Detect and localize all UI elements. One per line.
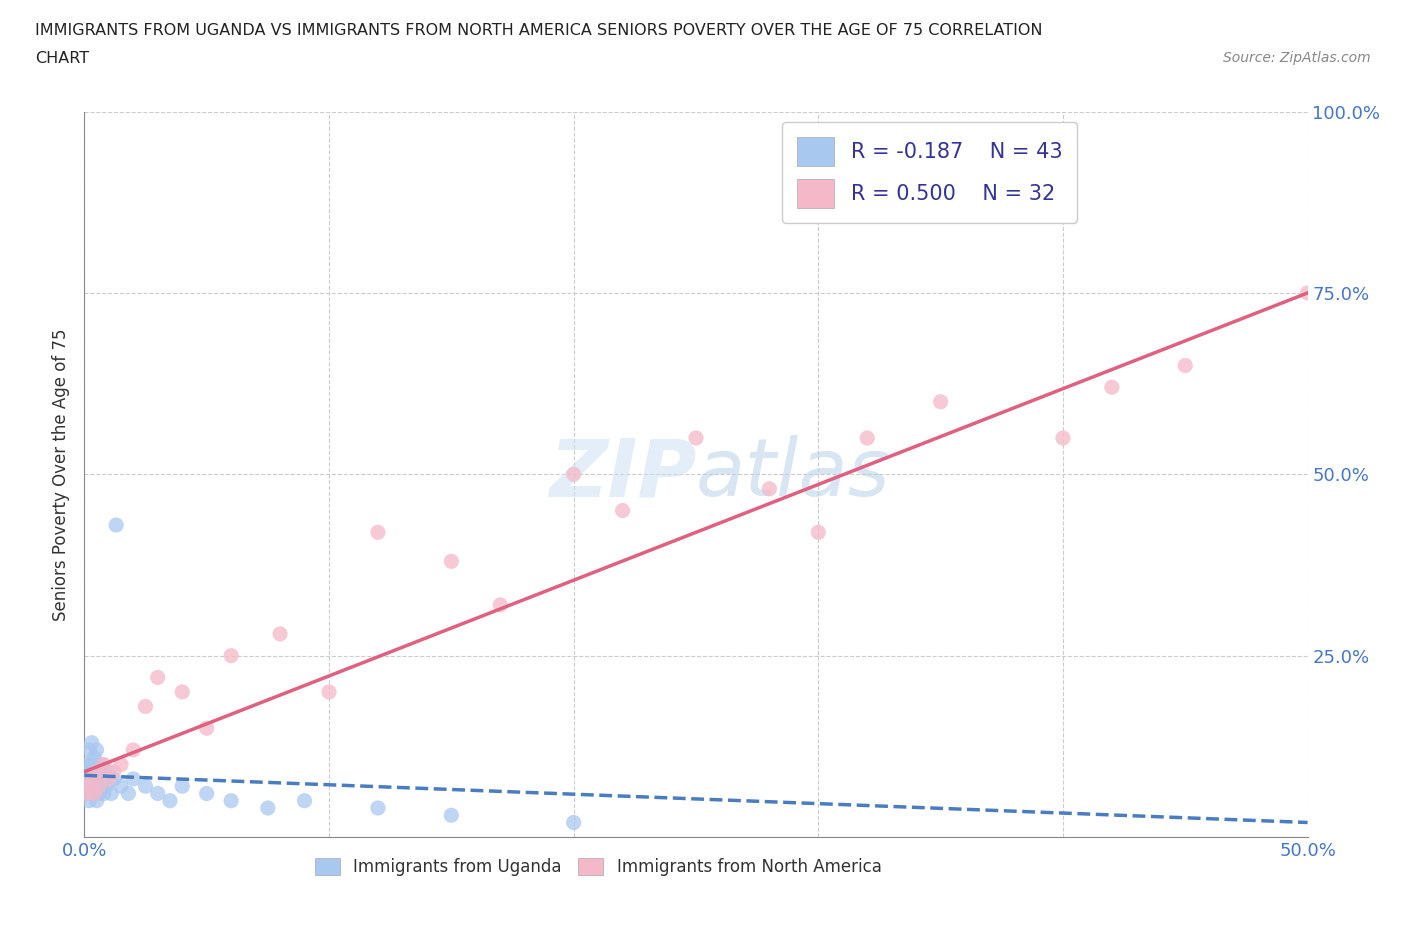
Point: [90, 778, 112, 793]
Point: [172, 684, 194, 699]
Point: [103, 764, 125, 779]
Point: [685, 431, 707, 445]
Point: [77, 742, 100, 757]
Point: [76, 786, 98, 801]
Point: [146, 670, 169, 684]
Point: [1174, 358, 1197, 373]
Point: [93, 772, 115, 787]
Point: [122, 772, 145, 787]
Text: IMMIGRANTS FROM UGANDA VS IMMIGRANTS FROM NORTH AMERICA SENIORS POVERTY OVER THE: IMMIGRANTS FROM UGANDA VS IMMIGRANTS FRO…: [35, 23, 1043, 38]
Legend: Immigrants from Uganda, Immigrants from North America: Immigrants from Uganda, Immigrants from …: [308, 852, 889, 883]
Point: [83, 764, 105, 779]
Point: [117, 786, 139, 801]
Point: [1101, 379, 1123, 394]
Point: [77, 793, 100, 808]
Point: [929, 394, 952, 409]
Point: [80, 757, 103, 772]
Point: [87, 778, 110, 793]
Point: [77, 778, 100, 793]
Point: [195, 721, 218, 736]
Point: [97, 764, 120, 779]
Point: [219, 793, 242, 808]
Point: [110, 757, 132, 772]
Point: [80, 736, 103, 751]
Point: [856, 431, 879, 445]
Point: [96, 778, 118, 793]
Point: [87, 786, 110, 801]
Point: [93, 757, 115, 772]
Point: [93, 786, 115, 801]
Point: [367, 525, 389, 539]
Point: [86, 757, 108, 772]
Text: Source: ZipAtlas.com: Source: ZipAtlas.com: [1223, 51, 1371, 65]
Point: [562, 467, 585, 482]
Point: [103, 772, 125, 787]
Point: [86, 772, 108, 787]
Point: [122, 742, 145, 757]
Y-axis label: Seniors Poverty Over the Age of 75: Seniors Poverty Over the Age of 75: [52, 328, 70, 620]
Point: [257, 801, 280, 816]
Point: [172, 778, 194, 793]
Point: [1296, 286, 1319, 300]
Point: [195, 786, 218, 801]
Point: [612, 503, 634, 518]
Point: [219, 648, 242, 663]
Point: [86, 793, 108, 808]
Point: [83, 750, 105, 764]
Point: [562, 815, 585, 830]
Point: [97, 772, 120, 787]
Point: [86, 764, 108, 779]
Point: [83, 786, 105, 801]
Point: [807, 525, 830, 539]
Point: [87, 764, 110, 779]
Point: [146, 786, 169, 801]
Point: [80, 772, 103, 787]
Point: [367, 801, 389, 816]
Point: [77, 778, 100, 793]
Point: [440, 808, 463, 823]
Point: [440, 554, 463, 569]
Point: [135, 778, 157, 793]
Point: [489, 597, 512, 612]
Point: [135, 699, 157, 714]
Point: [80, 786, 103, 801]
Text: CHART: CHART: [35, 51, 89, 66]
Point: [76, 786, 98, 801]
Point: [110, 778, 132, 793]
Text: atlas: atlas: [696, 435, 891, 513]
Point: [1052, 431, 1074, 445]
Text: ZIP: ZIP: [548, 435, 696, 513]
Point: [159, 793, 181, 808]
Point: [86, 742, 108, 757]
Point: [100, 786, 122, 801]
Point: [105, 518, 128, 533]
Point: [758, 482, 780, 497]
Point: [83, 778, 105, 793]
Point: [318, 684, 340, 699]
Point: [269, 627, 291, 642]
Point: [77, 764, 100, 779]
Point: [90, 757, 112, 772]
Point: [76, 757, 98, 772]
Point: [76, 772, 98, 787]
Point: [80, 772, 103, 787]
Point: [294, 793, 316, 808]
